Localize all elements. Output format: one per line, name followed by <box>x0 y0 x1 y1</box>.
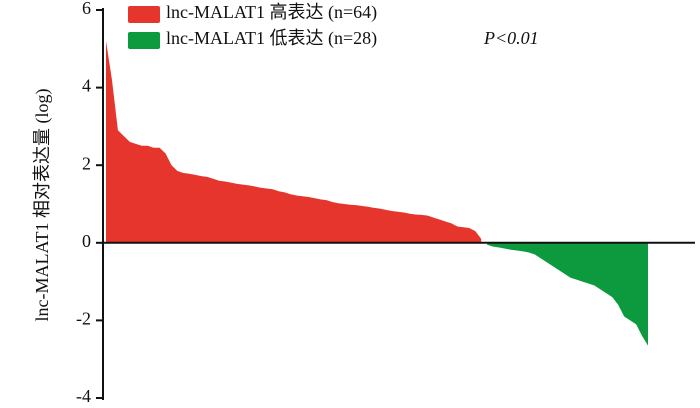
legend-label: lnc-MALAT1 低表达 (n=28) <box>166 28 377 49</box>
y-tick-label: -2 <box>76 309 91 329</box>
area <box>487 242 648 346</box>
y-axis-label: lnc-MALAT1 相对表达量 (log) <box>32 89 53 322</box>
y-tick-label: 2 <box>82 153 91 173</box>
legend-label: lnc-MALAT1 高表达 (n=64) <box>166 2 377 23</box>
legend-swatch <box>128 32 160 49</box>
y-tick-label: 6 <box>82 0 91 18</box>
legend-swatch <box>128 6 160 23</box>
y-tick-label: -4 <box>76 386 91 406</box>
area <box>106 41 482 243</box>
annotation: P<0.01 <box>483 28 539 48</box>
y-tick-label: 4 <box>82 76 91 96</box>
y-tick-label: 0 <box>82 231 91 251</box>
